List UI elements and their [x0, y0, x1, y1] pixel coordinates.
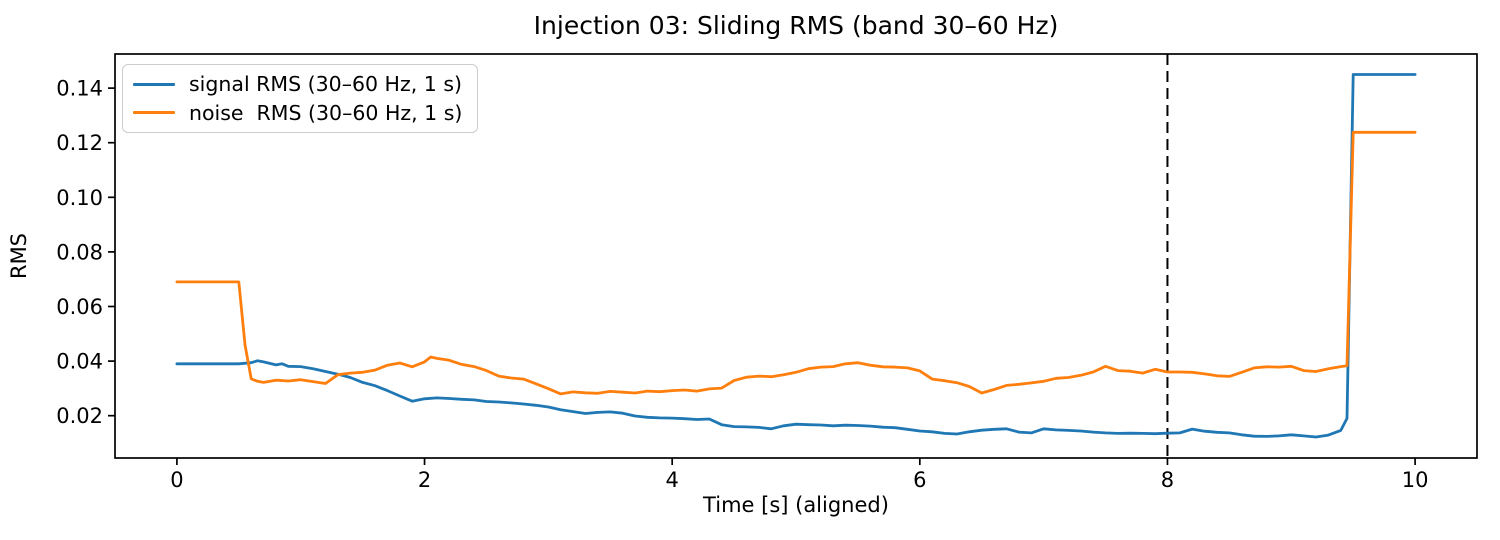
- x-tick-label: 0: [170, 468, 183, 492]
- noise-rms-line: [175, 130, 1417, 396]
- noise-line-swatch: [133, 111, 175, 115]
- x-tick-label: 6: [913, 468, 926, 492]
- x-tick-label: 2: [418, 468, 431, 492]
- y-tick-label: 0.06: [56, 295, 103, 319]
- signal-rms-line: [175, 73, 1417, 439]
- legend: signal RMS (30–60 Hz, 1 s) noise RMS (30…: [122, 64, 478, 133]
- x-tick-label: 10: [1402, 468, 1429, 492]
- legend-label-signal: signal RMS (30–60 Hz, 1 s): [189, 72, 462, 97]
- x-axis-label: Time [s] (aligned): [703, 493, 889, 517]
- chart-title: Injection 03: Sliding RMS (band 30–60 Hz…: [533, 11, 1059, 40]
- y-axis-label: RMS: [7, 232, 31, 280]
- y-tick-label: 0.08: [56, 240, 103, 264]
- y-tick-label: 0.02: [56, 404, 103, 428]
- legend-label-noise: noise RMS (30–60 Hz, 1 s): [189, 100, 463, 125]
- legend-entry-signal: signal RMS (30–60 Hz, 1 s): [133, 72, 467, 96]
- y-tick-label: 0.14: [56, 77, 103, 101]
- legend-entry-noise: noise RMS (30–60 Hz, 1 s): [133, 101, 467, 125]
- x-tick-label: 4: [665, 468, 678, 492]
- y-tick-label: 0.04: [56, 350, 103, 374]
- x-tick-label: 8: [1161, 468, 1174, 492]
- plot-border: [114, 53, 1478, 459]
- signal-line-swatch: [133, 82, 175, 86]
- y-tick-label: 0.12: [56, 131, 103, 155]
- y-tick-label: 0.10: [56, 186, 103, 210]
